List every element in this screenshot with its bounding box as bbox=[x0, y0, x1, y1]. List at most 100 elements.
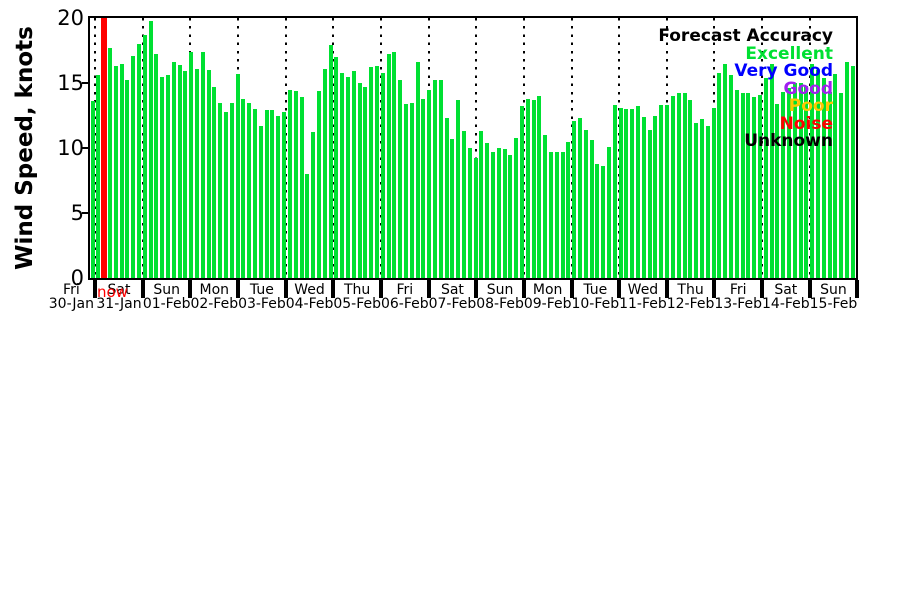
wind-bar bbox=[403, 103, 408, 278]
wind-bar bbox=[235, 73, 240, 278]
day-label: Fri 30-Jan bbox=[39, 283, 103, 311]
wind-bar bbox=[560, 151, 565, 278]
day-label-date: 04-Feb bbox=[285, 296, 334, 312]
legend-entry-excellent: Excellent bbox=[745, 43, 833, 64]
legend: Forecast Accuracy Excellent Very Good Good… bbox=[658, 26, 833, 151]
wind-bar bbox=[496, 148, 501, 278]
legend-entry-poor: Poor bbox=[788, 96, 833, 116]
wind-bar bbox=[247, 102, 252, 278]
day-label-weekday: Wed bbox=[627, 282, 659, 298]
wind-bar bbox=[340, 72, 345, 278]
wind-bar bbox=[264, 110, 269, 278]
y-tick-mark-left bbox=[82, 212, 89, 214]
wind-bar bbox=[769, 63, 774, 278]
wind-bar bbox=[421, 98, 426, 278]
wind-bar bbox=[850, 66, 855, 278]
wind-bar bbox=[549, 151, 554, 278]
legend-title: Forecast Accuracy bbox=[658, 26, 833, 46]
day-tick bbox=[712, 280, 717, 298]
y-tick-label: 15 bbox=[57, 71, 84, 95]
day-label-weekday: Mon bbox=[532, 282, 563, 298]
day-label: Sat 31-Jan bbox=[87, 283, 151, 311]
y-tick-mark-left bbox=[82, 82, 89, 84]
day-label: Sat 14-Feb bbox=[754, 283, 818, 311]
y-tick-label: 10 bbox=[57, 136, 84, 160]
wind-bar bbox=[119, 63, 124, 278]
wind-bar bbox=[125, 80, 130, 278]
day-boundary-line bbox=[761, 18, 764, 278]
wind-bar bbox=[409, 102, 414, 278]
wind-bar bbox=[485, 142, 490, 278]
day-tick bbox=[807, 280, 812, 298]
wind-bar bbox=[427, 89, 432, 278]
day-tick bbox=[760, 280, 765, 298]
wind-bar bbox=[699, 119, 704, 278]
wind-bar bbox=[514, 137, 519, 278]
now-label: now bbox=[97, 283, 128, 301]
wind-bar bbox=[282, 111, 287, 278]
day-label-date: 01-Feb bbox=[142, 296, 191, 312]
wind-bar bbox=[833, 73, 838, 278]
day-label: Sun 01-Feb bbox=[135, 283, 199, 311]
wind-bar bbox=[137, 44, 142, 278]
wind-bar bbox=[630, 109, 635, 278]
wind-bar bbox=[142, 34, 147, 278]
wind-bar bbox=[723, 63, 728, 278]
day-label-weekday: Thu bbox=[677, 282, 704, 298]
day-label-date: 30-Jan bbox=[48, 296, 94, 312]
wind-bar bbox=[398, 80, 403, 278]
day-label-date: 15-Feb bbox=[809, 296, 858, 312]
wind-bar bbox=[206, 70, 211, 278]
wind-bar bbox=[641, 116, 646, 278]
wind-bar bbox=[612, 105, 617, 278]
day-label-weekday: Fri bbox=[63, 282, 80, 298]
wind-bar bbox=[734, 89, 739, 278]
day-label-date: 14-Feb bbox=[762, 296, 810, 312]
day-label-weekday: Sun bbox=[153, 282, 180, 298]
wind-bar bbox=[757, 94, 762, 278]
day-tick bbox=[617, 280, 622, 298]
wind-bar bbox=[740, 93, 745, 278]
plot-area: Forecast Accuracy Excellent Very Good Good… bbox=[88, 16, 858, 280]
day-tick bbox=[140, 280, 145, 298]
day-tick bbox=[855, 280, 860, 298]
day-label-date: 08-Feb bbox=[476, 296, 524, 312]
wind-bar bbox=[566, 141, 571, 278]
day-label-weekday: Mon bbox=[199, 282, 230, 298]
y-tick-label: 5 bbox=[70, 201, 84, 225]
wind-bar bbox=[781, 92, 786, 278]
day-label-weekday: Wed bbox=[294, 282, 325, 298]
wind-bar bbox=[804, 85, 809, 278]
wind-bar bbox=[363, 86, 368, 278]
wind-bar bbox=[287, 89, 292, 278]
wind-bar bbox=[589, 140, 594, 278]
day-label-date: 06-Feb bbox=[380, 296, 429, 312]
wind-bar bbox=[311, 132, 316, 278]
wind-bar bbox=[299, 97, 304, 278]
day-label-weekday: Sun bbox=[486, 282, 514, 298]
wind-bar bbox=[624, 109, 629, 278]
wind-bar bbox=[839, 93, 844, 278]
wind-bar bbox=[502, 149, 507, 278]
wind-bar bbox=[653, 115, 658, 278]
wind-bar bbox=[328, 45, 333, 278]
day-label-weekday: Sat bbox=[107, 282, 131, 298]
wind-bar bbox=[224, 111, 229, 278]
day-label-date: 07-Feb bbox=[428, 296, 477, 312]
wind-bar bbox=[357, 83, 362, 278]
wind-bar bbox=[386, 54, 391, 278]
day-label: Tue 10-Feb bbox=[563, 283, 627, 311]
day-label-weekday: Fri bbox=[396, 282, 414, 298]
wind-bar bbox=[508, 154, 513, 278]
wind-bar bbox=[752, 97, 757, 278]
day-tick bbox=[521, 280, 526, 298]
y-tick-mark-left bbox=[82, 147, 89, 149]
wind-bar bbox=[131, 55, 136, 278]
wind-bar bbox=[415, 62, 420, 278]
wind-bar bbox=[659, 105, 664, 278]
day-label: Tue 03-Feb bbox=[230, 283, 294, 311]
day-label: Wed 04-Feb bbox=[278, 283, 342, 311]
day-label-date: 03-Feb bbox=[238, 296, 286, 312]
y-tick-label: 0 bbox=[70, 266, 84, 290]
wind-bar bbox=[195, 68, 200, 278]
